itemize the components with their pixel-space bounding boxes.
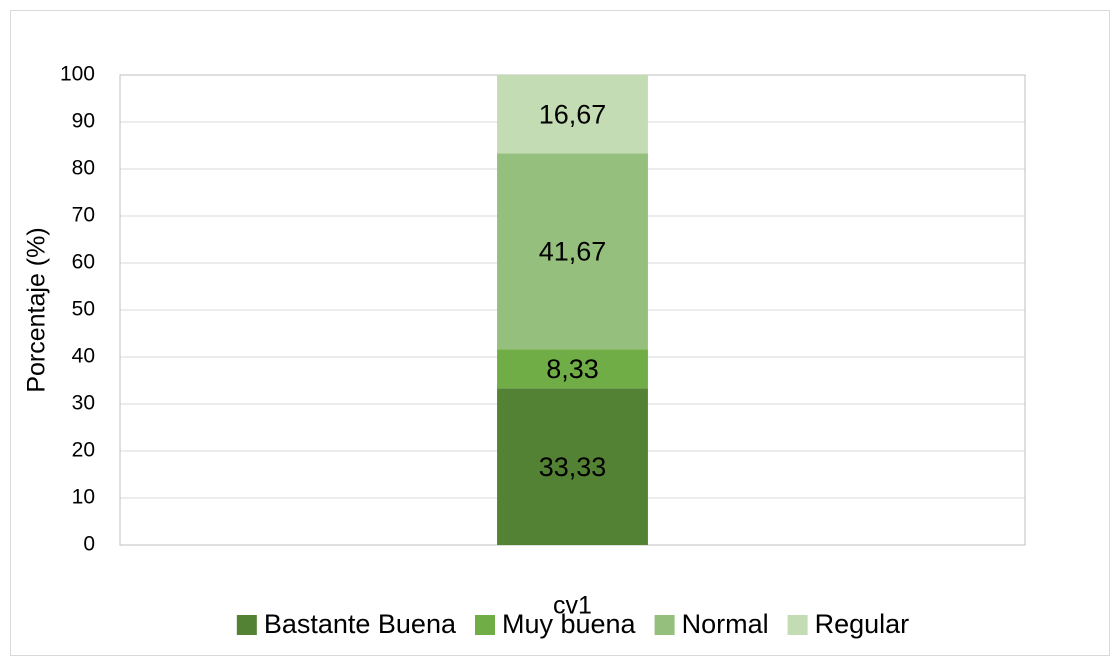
bar-segment: [497, 75, 648, 154]
y-tick-label: 70: [72, 204, 95, 227]
legend-swatch: [474, 615, 495, 635]
y-tick-label: 30: [72, 392, 95, 415]
data-label: 8,33: [546, 354, 599, 384]
y-tick-label: 90: [72, 110, 95, 133]
legend-label: Bastante Buena: [264, 609, 457, 639]
y-axis-label: Porcentaje (%): [23, 227, 51, 392]
legend-label: Normal: [682, 609, 769, 639]
legend-label: Muy buena: [502, 609, 637, 639]
y-tick-label: 80: [72, 157, 95, 180]
x-tick-label: cv1: [553, 592, 592, 620]
data-label: 41,67: [539, 236, 607, 266]
legend-swatch: [787, 615, 808, 635]
y-tick-label: 10: [72, 486, 95, 509]
y-tick-label: 60: [72, 251, 95, 274]
bar-segment: [497, 153, 648, 350]
bar-segment: [497, 349, 648, 389]
legend-swatch: [236, 615, 257, 635]
data-label: 33,33: [539, 452, 607, 482]
y-tick-label: 40: [72, 345, 95, 368]
y-tick-label: 20: [72, 439, 95, 462]
data-label: 16,67: [539, 99, 607, 129]
legend-swatch: [654, 615, 675, 635]
y-tick-label: 0: [83, 533, 95, 556]
y-tick-label: 50: [72, 298, 95, 321]
legend-label: Regular: [815, 609, 910, 639]
y-tick-label: 100: [60, 63, 95, 86]
bar-segment: [497, 388, 648, 545]
